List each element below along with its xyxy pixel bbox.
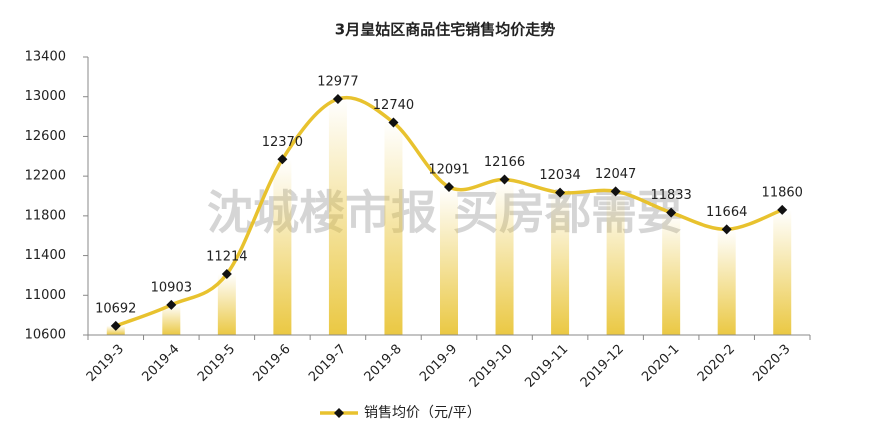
marker: [277, 154, 288, 165]
data-label: 12166: [484, 155, 525, 170]
x-tick-label: 2019-12: [578, 342, 627, 391]
data-label: 12740: [373, 98, 414, 113]
marker: [610, 186, 621, 197]
x-tick-label: 2019-10: [467, 342, 516, 391]
y-tick-label: 12200: [25, 169, 66, 184]
y-tick-label: 13000: [25, 89, 66, 104]
bar: [162, 304, 181, 335]
data-label: 12370: [262, 135, 303, 150]
x-tick-label: 2020-1: [639, 342, 682, 385]
marker: [499, 174, 510, 185]
x-tick-label: 2019-11: [522, 342, 571, 391]
y-tick-label: 12600: [25, 129, 66, 144]
marker: [777, 204, 788, 215]
y-tick-label: 11800: [25, 208, 66, 223]
data-label: 11214: [206, 250, 247, 265]
x-tick-label: 2019-9: [417, 342, 460, 385]
data-label: 11860: [762, 185, 803, 200]
marker: [721, 224, 732, 235]
marker: [555, 187, 566, 198]
bar: [217, 274, 236, 335]
y-tick-label: 11000: [25, 288, 66, 303]
y-tick-label: 10600: [25, 328, 66, 343]
data-label: 11833: [650, 188, 691, 203]
x-tick-label: 2019-4: [139, 342, 182, 385]
bar: [662, 212, 681, 335]
x-tick-label: 2019-7: [306, 342, 349, 385]
x-tick-label: 2019-5: [195, 342, 238, 385]
x-tick-label: 2020-2: [695, 342, 738, 385]
marker: [388, 117, 399, 128]
data-label: 12977: [317, 74, 358, 89]
x-tick-label: 2019-3: [84, 342, 127, 385]
x-tick-label: 2020-3: [750, 342, 793, 385]
marker: [221, 269, 232, 280]
bar: [495, 179, 514, 335]
bar: [773, 209, 792, 335]
chart-title: 3月皇姑区商品住宅销售均价走势: [335, 21, 555, 39]
bar: [384, 122, 403, 336]
data-label: 12047: [595, 167, 636, 182]
y-tick-label: 13400: [25, 50, 66, 65]
data-label: 10903: [151, 280, 192, 295]
bar: [606, 191, 625, 335]
marker: [332, 93, 343, 104]
x-tick-label: 2019-6: [251, 342, 294, 385]
y-tick-label: 11400: [25, 248, 66, 263]
marker: [666, 207, 677, 218]
bar: [440, 186, 458, 335]
legend-marker: [334, 408, 344, 418]
marker: [166, 299, 177, 310]
data-label: 12034: [539, 168, 580, 183]
bar: [273, 159, 292, 335]
bar: [551, 192, 570, 335]
bar: [328, 98, 347, 335]
x-tick-label: 2019-8: [362, 342, 405, 385]
marker: [110, 320, 121, 331]
bar: [717, 229, 736, 335]
data-label: 10692: [95, 301, 136, 316]
legend-label: 销售均价（元/平）: [364, 405, 481, 421]
data-label: 11664: [706, 205, 747, 220]
marker: [444, 181, 454, 192]
data-label: 12091: [428, 162, 469, 177]
